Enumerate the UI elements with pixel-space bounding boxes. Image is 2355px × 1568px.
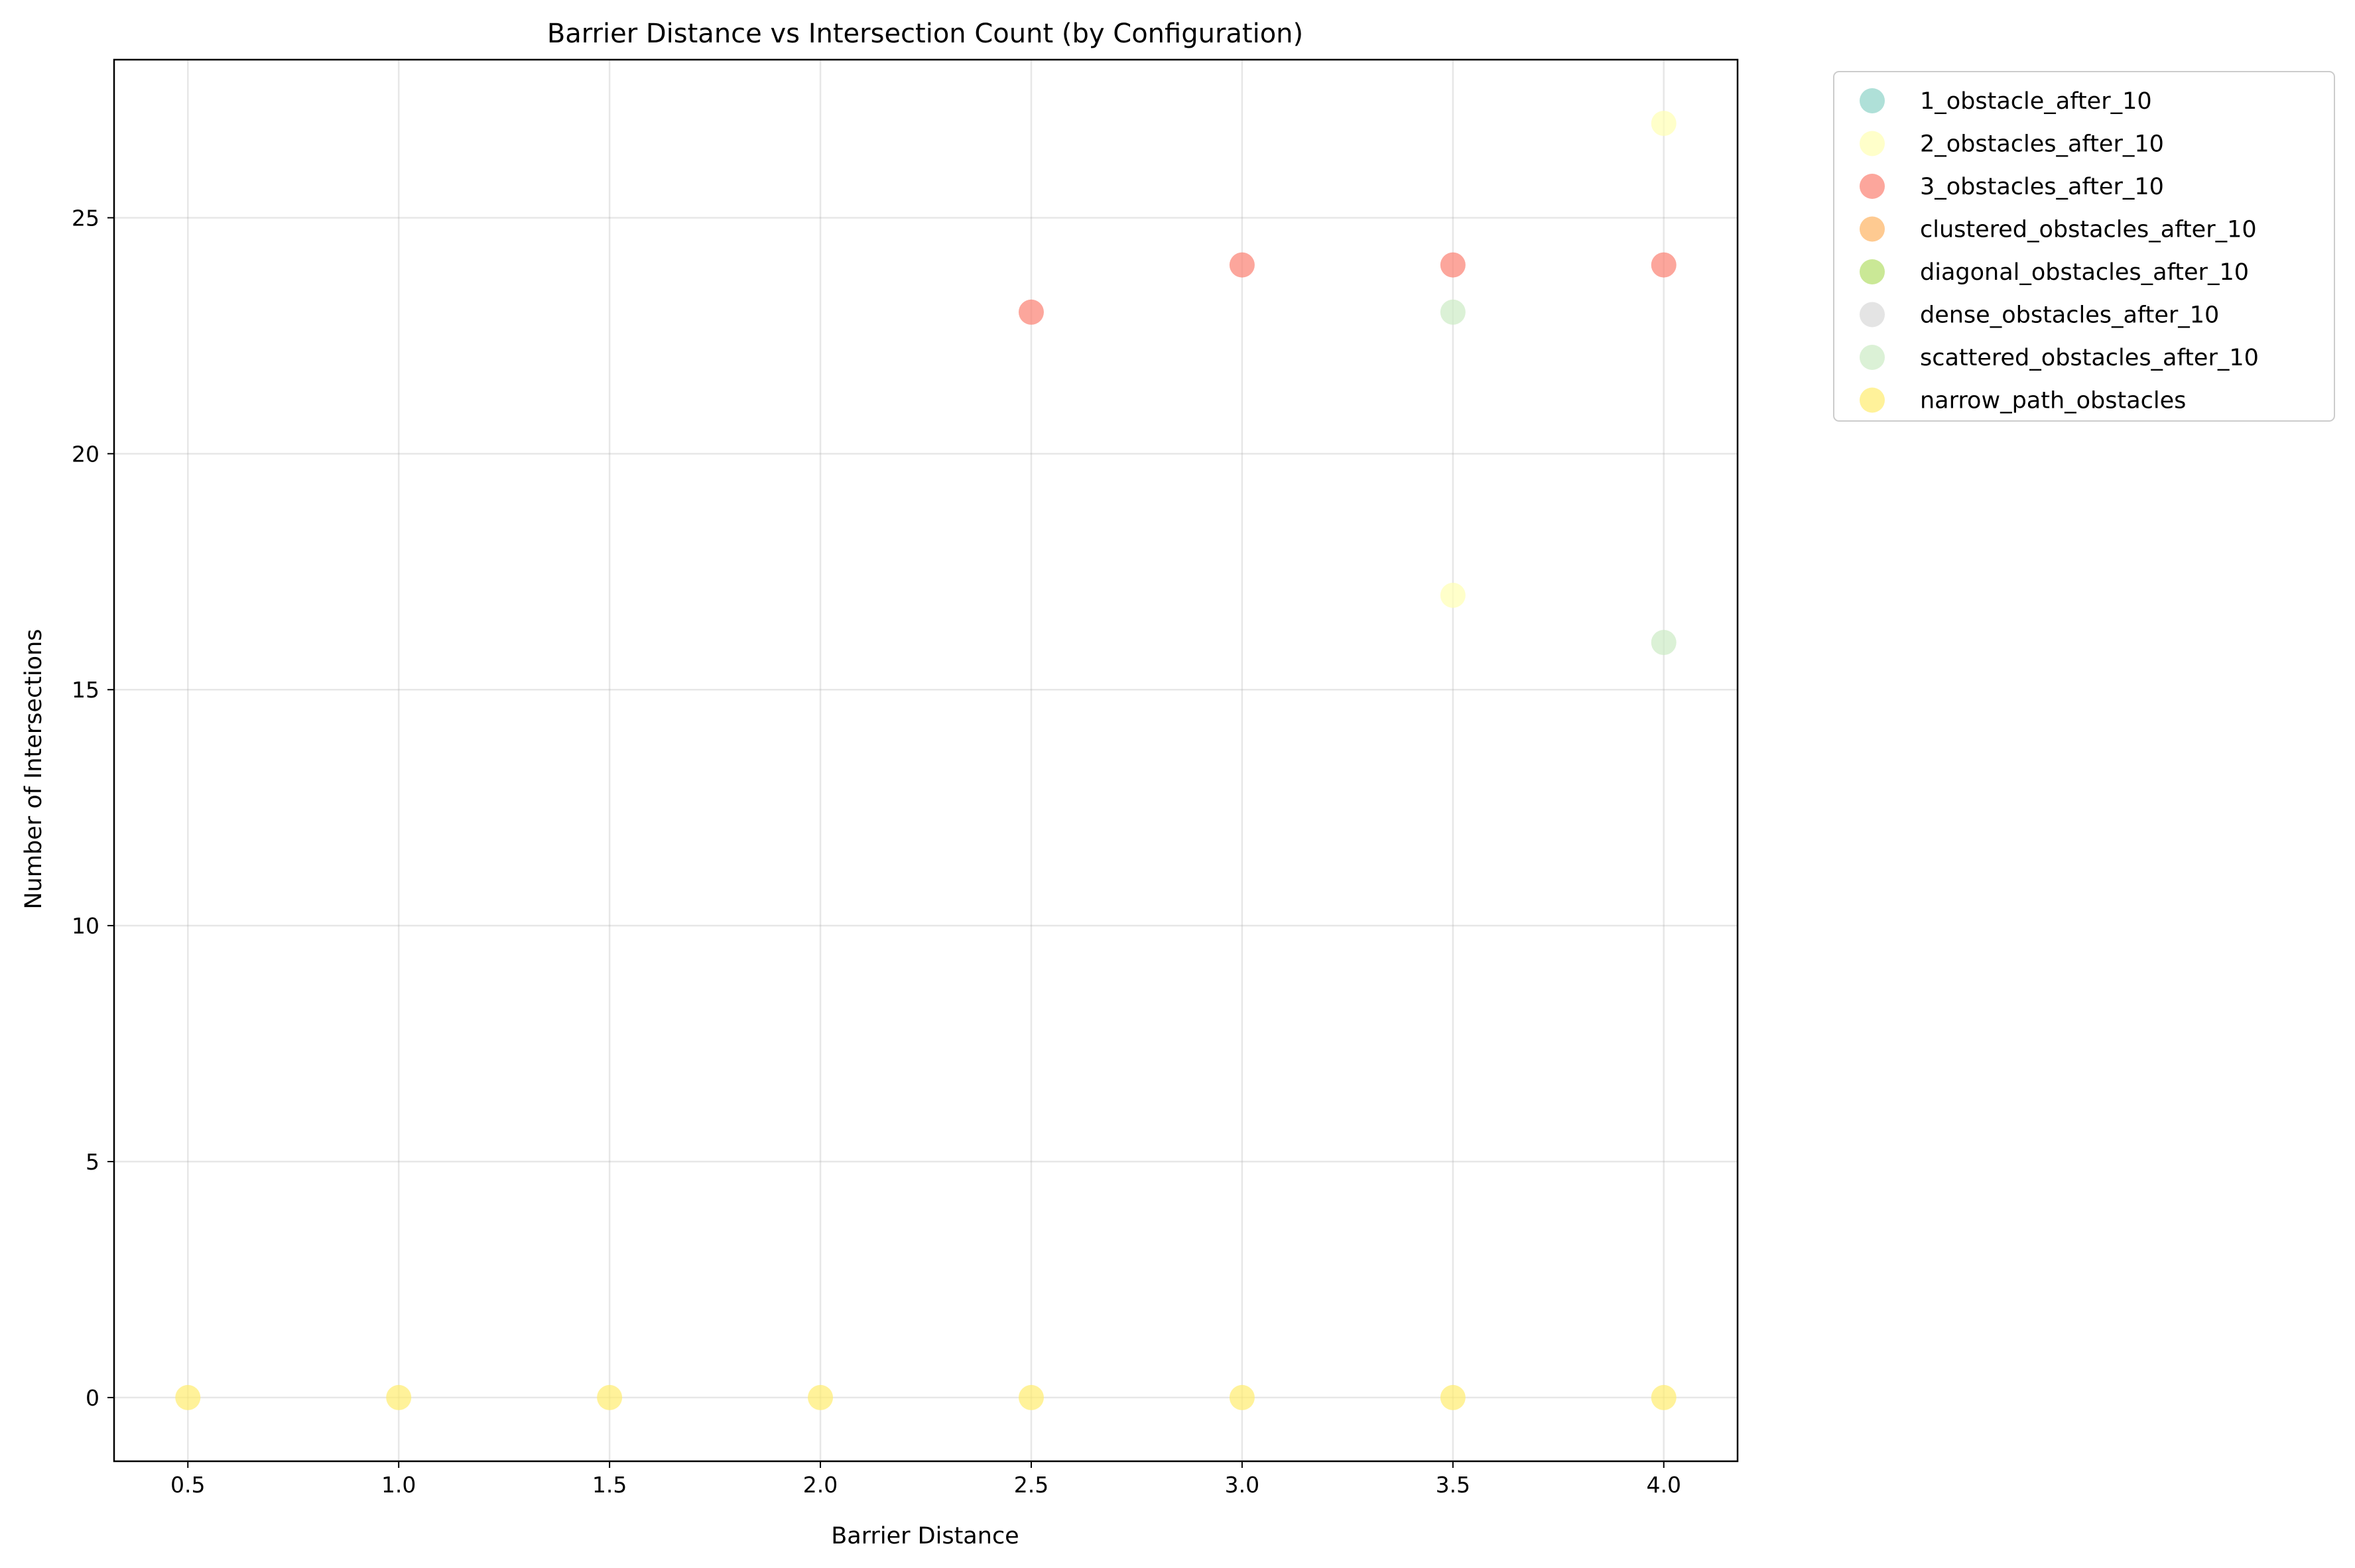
data-point [1440,582,1466,608]
legend-marker [1860,387,1885,413]
y-tick-label: 10 [72,913,99,939]
y-axis-ticks: 0 5 10 15 20 25 [72,205,114,1411]
x-tick-label: 2.0 [803,1472,838,1498]
legend-frame [1833,71,2335,422]
legend-label: scattered_obstacles_after_10 [1920,345,2259,371]
legend-label: 1_obstacle_after_10 [1920,88,2152,115]
data-point [1440,1384,1466,1410]
legend-marker [1860,174,1885,199]
legend-marker [1860,131,1885,156]
grid-lines [114,60,1738,1461]
data-point [1229,252,1255,278]
x-tick-label: 1.0 [381,1472,416,1498]
legend-label: diagonal_obstacles_after_10 [1920,259,2249,286]
data-point [175,1384,201,1410]
legend-label: dense_obstacles_after_10 [1920,302,2219,329]
y-tick-label: 25 [72,205,99,231]
legend-marker [1860,302,1885,328]
data-point [1651,1384,1677,1410]
x-tick-label: 1.5 [592,1472,627,1498]
legend-marker [1860,259,1885,284]
data-points [175,111,1677,1410]
y-tick-label: 15 [72,677,99,703]
x-tick-label: 3.5 [1436,1472,1470,1498]
y-tick-label: 0 [86,1385,99,1411]
data-point [1229,1384,1255,1410]
x-tick-label: 0.5 [170,1472,205,1498]
data-point [597,1384,623,1410]
legend-marker [1860,216,1885,242]
legend-marker [1860,88,1885,113]
legend-label: 3_obstacles_after_10 [1920,174,2164,200]
legend-label: narrow_path_obstacles [1920,388,2186,414]
data-point [1440,252,1466,278]
legend-label: 2_obstacles_after_10 [1920,131,2164,158]
y-tick-label: 20 [72,441,99,467]
plot-area [113,58,1739,1463]
legend-marker [1860,345,1885,370]
x-tick-label: 2.5 [1014,1472,1049,1498]
data-point [1018,299,1044,325]
data-point [386,1384,412,1410]
data-point [1651,111,1677,137]
legend: 1_obstacle_after_10 2_obstacles_after_10 3… [1833,71,2335,422]
y-tick-label: 5 [86,1149,99,1175]
x-axis-label: Barrier Distance [831,1523,1019,1549]
x-tick-label: 4.0 [1646,1472,1681,1498]
x-tick-label: 3.0 [1225,1472,1259,1498]
data-point [1651,252,1677,278]
x-axis-ticks: 0.5 1.0 1.5 2.0 2.5 3.0 3.5 4.0 [170,1461,1681,1498]
legend-label: clustered_obstacles_after_10 [1920,217,2257,243]
data-point [808,1384,834,1410]
data-point [1440,299,1466,325]
data-point [1018,1384,1044,1410]
data-point [1651,630,1677,656]
y-axis-label: Number of Intersections [21,629,47,909]
chart-title: Barrier Distance vs Intersection Count (… [547,19,1303,49]
